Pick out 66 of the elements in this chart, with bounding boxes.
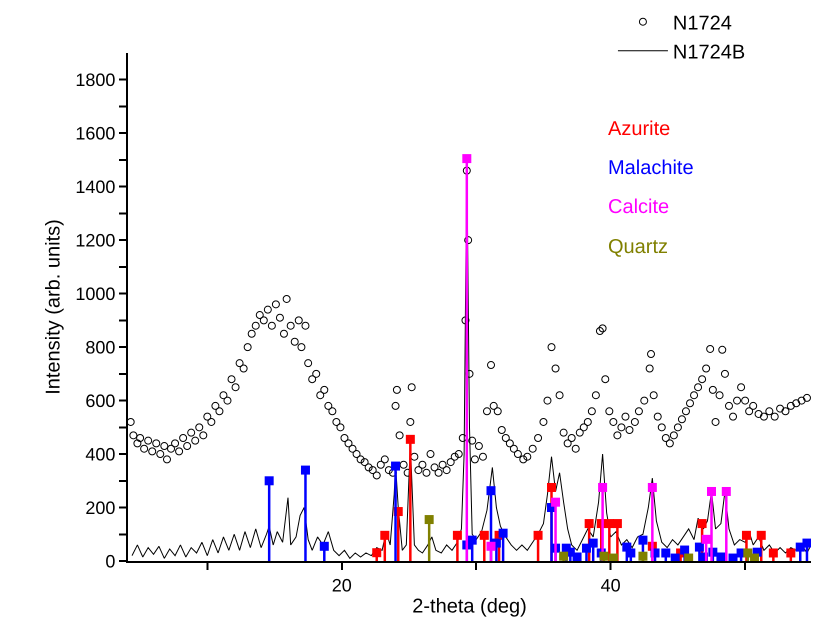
point	[380, 530, 390, 540]
point	[480, 530, 489, 540]
y-tick-label: 1400	[75, 176, 116, 197]
point	[707, 486, 716, 496]
text: Calcite	[608, 196, 670, 218]
y-tick-label: 1000	[75, 284, 116, 304]
y-tick-label: 800	[85, 337, 116, 358]
point	[572, 552, 582, 561]
point	[300, 466, 310, 475]
point	[742, 530, 751, 540]
point	[750, 554, 760, 561]
point	[648, 482, 657, 492]
point	[498, 528, 508, 538]
point	[756, 530, 766, 540]
point	[728, 554, 738, 561]
point	[716, 552, 726, 561]
x-tick-label: 40	[600, 576, 621, 596]
point	[638, 552, 648, 561]
point	[598, 482, 608, 492]
point	[722, 486, 731, 496]
point	[684, 554, 694, 561]
x-tick-label: 20	[332, 576, 352, 596]
y-tick-label: 1200	[75, 230, 116, 250]
text: Quartz	[608, 236, 668, 258]
point	[264, 476, 274, 486]
point	[486, 486, 496, 496]
y-tick-label: 0	[105, 551, 116, 572]
point	[406, 434, 415, 444]
y-tick-label: 200	[85, 498, 116, 518]
point	[661, 548, 670, 558]
point	[551, 498, 560, 507]
x-axis-title: 2-theta (deg)	[412, 596, 527, 618]
y-tick-label: 1800	[75, 70, 116, 90]
point	[462, 154, 472, 164]
point	[680, 546, 690, 555]
point	[599, 552, 608, 561]
point	[670, 554, 680, 561]
text: Azurite	[608, 118, 670, 140]
point	[391, 462, 400, 471]
text: Malachite	[608, 157, 694, 179]
point	[320, 542, 329, 551]
point	[608, 554, 618, 561]
point	[547, 482, 556, 492]
point	[559, 552, 568, 561]
point	[802, 538, 811, 548]
point	[694, 542, 704, 552]
point	[486, 542, 496, 551]
point	[452, 530, 462, 540]
y-tick-label: 600	[85, 390, 116, 411]
point	[702, 534, 711, 544]
legend-label: N1724B	[672, 42, 746, 64]
point	[372, 548, 382, 558]
point	[768, 548, 778, 558]
point	[612, 519, 622, 528]
y-axis-title: Intensity (arb. units)	[42, 219, 64, 395]
point	[424, 515, 434, 524]
point	[584, 519, 594, 528]
legend-label: N1724	[672, 12, 732, 34]
point	[588, 538, 598, 548]
point	[638, 536, 648, 545]
point	[468, 536, 477, 545]
point	[786, 548, 796, 558]
y-tick-label: 1600	[75, 124, 116, 144]
y-tick-label: 400	[85, 444, 116, 464]
point	[698, 519, 707, 528]
point	[534, 530, 543, 540]
